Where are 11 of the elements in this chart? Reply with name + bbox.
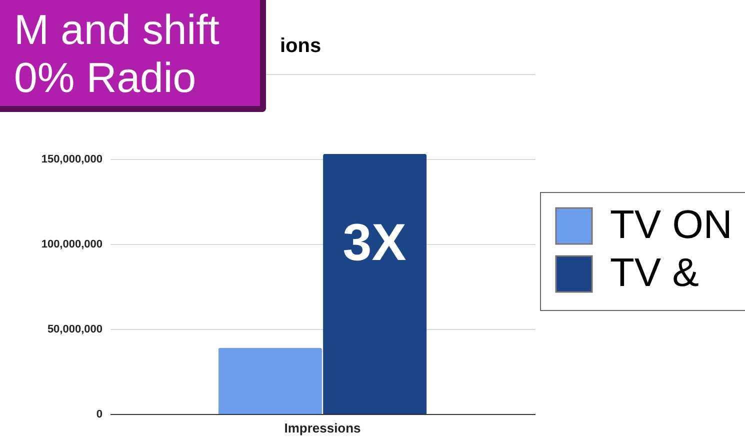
y-tick-label: 100,000,000 [41,238,102,250]
legend-label: TV ON [610,203,732,247]
chart-title: ions [280,35,322,57]
annotation: 0% Radio [14,54,198,102]
y-tick-label: 150,000,000 [41,154,102,166]
annotation: 3X [342,214,407,272]
y-tick-label: 50,000,000 [47,324,102,336]
legend-label: TV & [610,251,700,295]
callout-box: M and shift 0% Radio [0,0,266,112]
x-tick-label: Impressions [284,420,361,436]
y-tick-label: 0 [96,408,102,420]
